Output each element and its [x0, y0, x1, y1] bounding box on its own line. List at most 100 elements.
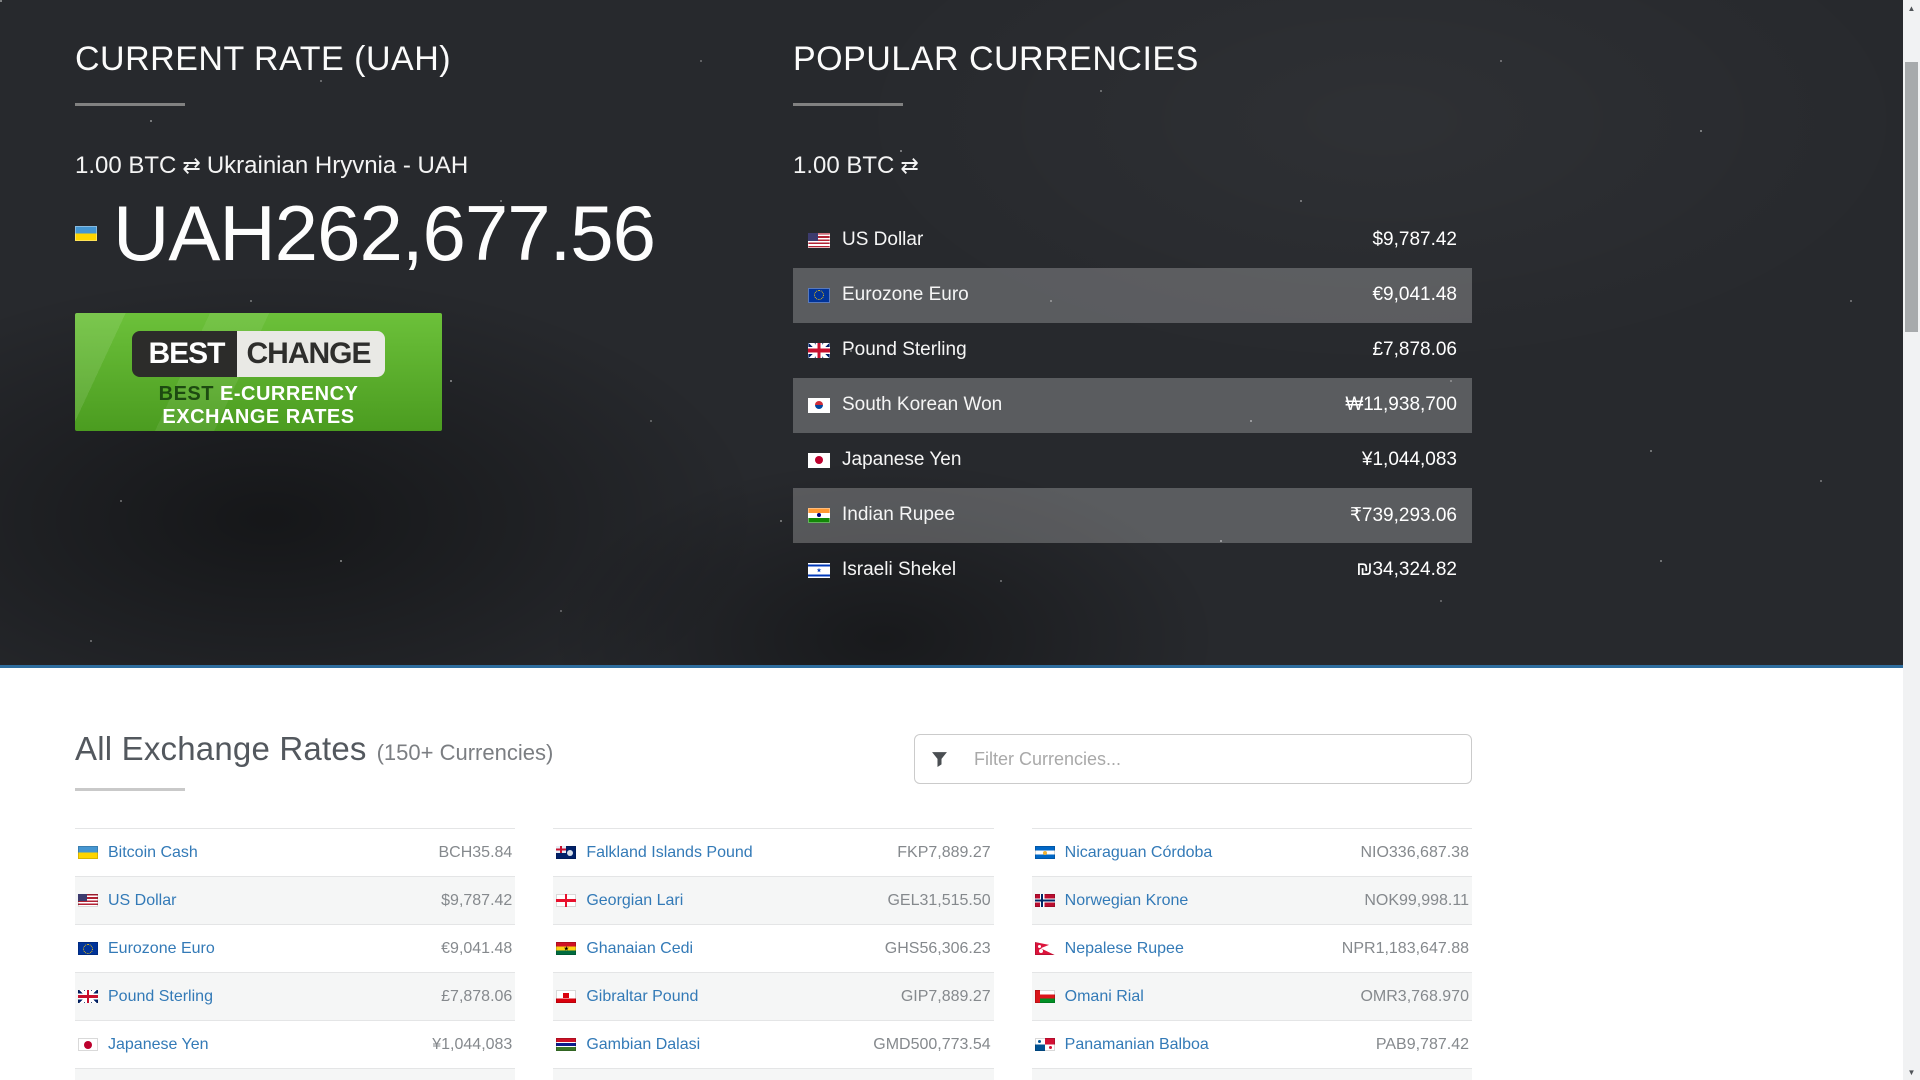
exchange-rates-grid: Bitcoin Cash BCH35.84 US Dollar $9,787.42 Eu…: [75, 828, 1472, 1080]
scrollbar-thumb[interactable]: [1905, 62, 1918, 332]
scroll-down-icon[interactable]: ▼: [1907, 1067, 1916, 1077]
currency-name: Pound Sterling: [842, 339, 967, 361]
currency-value: ¥1,044,083: [432, 1035, 513, 1053]
popular-currencies-panel: POPULAR CURRENCIES 1.00 BTC ⇄ US Dollar $9…: [793, 40, 1472, 598]
swap-arrows-icon: ⇄: [900, 152, 919, 178]
exchange-rate-row: US Dollar $9,787.42: [75, 877, 516, 925]
currency-value: $9,787.42: [1372, 229, 1457, 251]
currency-link[interactable]: Gambian Dalasi: [556, 1036, 700, 1054]
currency-name: Bitcoin Cash: [108, 843, 198, 861]
current-rate-title: CURRENT RATE (UAH): [75, 40, 452, 78]
partial-next-row: [553, 1069, 994, 1080]
browser-scrollbar[interactable]: ▲ ▼: [1903, 0, 1920, 1080]
currency-value: NIO336,687.38: [1360, 843, 1469, 861]
currency-link[interactable]: Japanese Yen: [78, 1036, 209, 1054]
gb-flag-icon: [78, 990, 98, 1003]
filter-currencies-box[interactable]: [914, 734, 1472, 784]
currency-value: BCH35.84: [438, 843, 513, 861]
title-underline: [75, 788, 185, 791]
exchange-rate-row: Panamanian Balboa PAB9,787.42: [1031, 1021, 1472, 1069]
currency-name: Norwegian Krone: [1064, 891, 1189, 909]
current-rate-line: UAH262,677.56: [75, 188, 725, 277]
bestchange-banner[interactable]: BEST CHANGE BEST E-CURRENCY EXCHANGE RAT…: [75, 313, 442, 432]
popular-currencies-list: US Dollar $9,787.42 Eurozone Euro €9,041.48…: [793, 213, 1472, 598]
ge-flag-icon: [556, 894, 577, 907]
currency-value: €9,041.48: [1372, 284, 1457, 306]
currency-name: US Dollar: [108, 891, 177, 909]
exchange-rate-row: Ghanaian Cedi GHS56,306.23: [553, 925, 994, 973]
currency-value: OMR3,768.970: [1360, 987, 1469, 1005]
us-flag-icon: [808, 232, 830, 248]
btc-pair-line: 1.00 BTC ⇄: [793, 151, 919, 179]
currency-value: £7,878.06: [1372, 339, 1457, 361]
bestchange-logo: BEST CHANGE: [132, 331, 385, 378]
om-flag-icon: [1034, 990, 1055, 1003]
currency-name: Georgian Lari: [586, 891, 684, 909]
popular-currency-row: Israeli Shekel ₪34,324.82: [793, 543, 1472, 598]
currency-name: Gambian Dalasi: [586, 1035, 701, 1053]
no-flag-icon: [1034, 894, 1055, 907]
title-underline: [75, 102, 185, 106]
exchange-rate-row: Omani Rial OMR3,768.970: [1031, 973, 1472, 1021]
current-rate-panel: CURRENT RATE (UAH) 1.00 BTC ⇄ Ukrainian Hr…: [75, 40, 725, 432]
currency-link[interactable]: Nepalese Rupee: [1034, 939, 1184, 958]
banner-tagline: BEST E-CURRENCY EXCHANGE RATES: [158, 383, 359, 429]
exchange-rate-row: Gibraltar Pound GIP7,889.27: [553, 973, 994, 1021]
pa-flag-icon: [1034, 1038, 1055, 1051]
currency-value: GEL31,515.50: [887, 891, 991, 909]
rates-title: All Exchange Rates: [75, 730, 367, 767]
filter-currencies-input[interactable]: [974, 748, 1455, 770]
currency-name: Gibraltar Pound: [586, 987, 699, 1005]
currency-link[interactable]: Falkland Islands Pound: [556, 843, 753, 862]
jp-flag-icon: [808, 452, 830, 468]
rates-column: Bitcoin Cash BCH35.84 US Dollar $9,787.42 Eu…: [75, 828, 516, 1080]
currency-link[interactable]: Gibraltar Pound: [556, 988, 698, 1006]
il-flag-icon: [808, 562, 830, 578]
currency-name: Japanese Yen: [108, 1035, 209, 1053]
popular-currency-row: Japanese Yen ¥1,044,083: [793, 433, 1472, 488]
hero-section: CURRENT RATE (UAH) 1.00 BTC ⇄ Ukrainian Hr…: [0, 0, 1920, 668]
currency-name: Eurozone Euro: [108, 939, 215, 957]
currency-link[interactable]: Norwegian Krone: [1034, 891, 1189, 910]
currency-name: Nepalese Rupee: [1064, 939, 1184, 957]
currency-value: NPR1,183,647.88: [1341, 939, 1469, 957]
currency-value: FKP7,889.27: [897, 843, 991, 861]
currency-value: GMD500,773.54: [873, 1035, 991, 1053]
currency-name: Omani Rial: [1064, 987, 1144, 1005]
currency-link[interactable]: Eurozone Euro: [78, 940, 215, 958]
currency-value: $9,787.42: [441, 891, 513, 909]
gi-flag-icon: [556, 990, 577, 1003]
currency-link[interactable]: Pound Sterling: [78, 988, 213, 1006]
popular-currency-row: Indian Rupee ₹739,293.06: [793, 487, 1472, 543]
exchange-rate-row: Eurozone Euro €9,041.48: [75, 925, 516, 973]
popular-currency-row: South Korean Won ₩11,938,700: [793, 377, 1472, 433]
currency-value: ₹739,293.06: [1349, 504, 1457, 526]
rates-column: Nicaraguan Córdoba NIO336,687.38 Norwegian…: [1031, 828, 1472, 1080]
currency-value: ₩11,938,700: [1345, 394, 1457, 416]
currency-name: Eurozone Euro: [842, 284, 969, 306]
popular-currencies-title: POPULAR CURRENCIES: [793, 40, 1199, 78]
currency-link[interactable]: Omani Rial: [1034, 987, 1144, 1006]
currency-link[interactable]: Georgian Lari: [556, 892, 683, 910]
currency-value: €9,041.48: [441, 939, 513, 957]
currency-value: NOK99,998.11: [1364, 891, 1469, 909]
gh-flag-icon: [556, 942, 577, 955]
currency-link[interactable]: Nicaraguan Córdoba: [1034, 844, 1212, 862]
currency-name: US Dollar: [842, 229, 924, 251]
eu-flag-icon: [808, 287, 830, 303]
ua-flag-icon: [78, 846, 98, 859]
gm-flag-icon: [556, 1038, 577, 1051]
currency-value: £7,878.06: [441, 987, 513, 1005]
currency-link[interactable]: Bitcoin Cash: [78, 844, 198, 862]
currency-name: Falkland Islands Pound: [586, 843, 753, 861]
current-rate-value: UAH262,677.56: [113, 188, 656, 277]
currency-link[interactable]: Ghanaian Cedi: [556, 940, 693, 958]
kr-flag-icon: [808, 397, 830, 413]
exchange-rate-row: Nepalese Rupee NPR1,183,647.88: [1031, 925, 1472, 973]
scroll-up-icon[interactable]: ▲: [1907, 3, 1916, 13]
eu-flag-icon: [78, 942, 98, 955]
currency-link[interactable]: US Dollar: [78, 892, 176, 910]
exchange-rate-row: Falkland Islands Pound FKP7,889.27: [553, 829, 994, 877]
currency-value: GIP7,889.27: [900, 987, 991, 1005]
currency-link[interactable]: Panamanian Balboa: [1034, 1036, 1209, 1054]
